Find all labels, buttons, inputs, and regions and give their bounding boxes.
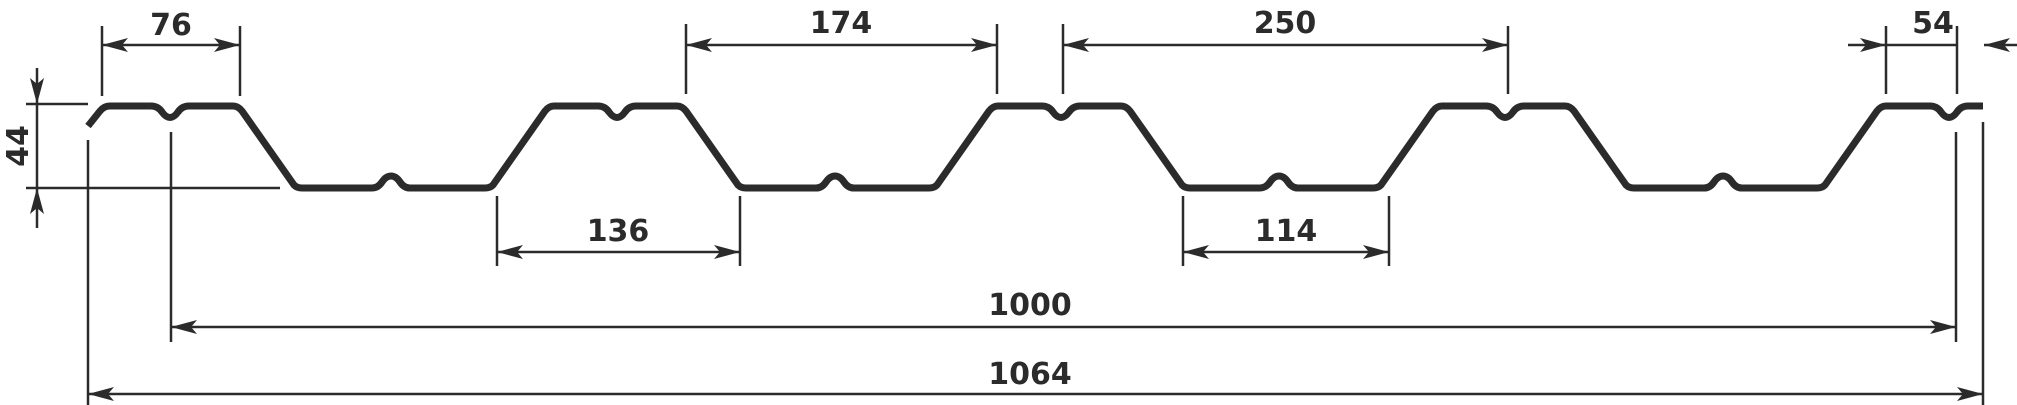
sheet-profile-line [85, 102, 1983, 192]
dimension-lines [30, 38, 2017, 401]
dimension-44-label: 44 [1, 125, 36, 167]
dimension-54-label: 54 [1912, 6, 1954, 41]
dimension-1000-label: 1000 [988, 288, 1072, 323]
dimension-136-label: 136 [587, 214, 650, 249]
dimension-114-label: 114 [1255, 214, 1318, 249]
dimension-174-label: 174 [810, 6, 873, 41]
dimension-250-label: 250 [1254, 6, 1317, 41]
dimension-1064-label: 1064 [988, 357, 1072, 392]
dimension-76-label: 76 [150, 8, 192, 43]
extension-lines [26, 24, 1985, 405]
dimension-values: 76 174 250 54 44 136 114 1000 1064 [1, 6, 1954, 392]
